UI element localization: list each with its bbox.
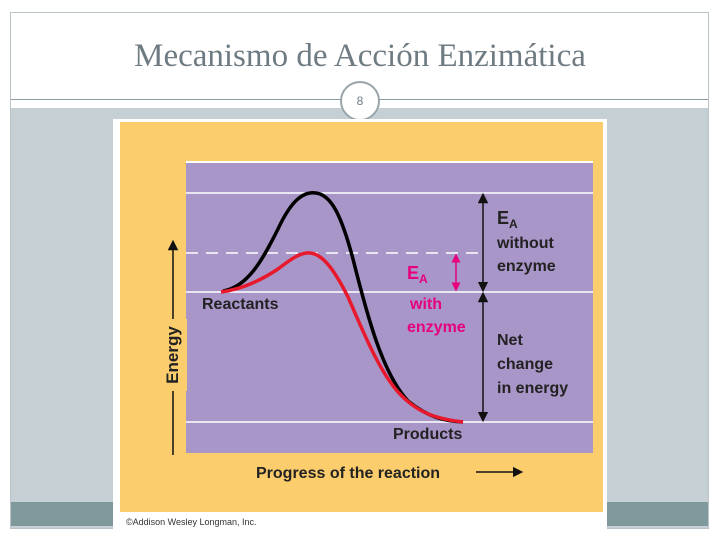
svg-text:Net: Net [497, 332, 523, 349]
svg-text:enzyme: enzyme [407, 319, 466, 336]
ea-with-enzyme-label: EA with enzyme [407, 263, 466, 336]
svg-text:change: change [497, 356, 553, 373]
svg-text:EA: EA [497, 208, 518, 231]
reactants-label: Reactants [202, 296, 279, 313]
net-change-label: Net change in energy [497, 332, 568, 397]
svg-text:enzyme: enzyme [497, 258, 556, 275]
slide-title: Mecanismo de Acción Enzimática [134, 38, 586, 74]
svg-text:with: with [409, 296, 442, 313]
page-number-badge: 8 [340, 81, 380, 121]
svg-text:in energy: in energy [497, 380, 568, 397]
products-label: Products [393, 426, 462, 443]
copyright-notice: ©Addison Wesley Longman, Inc. [126, 517, 257, 527]
ea-without-enzyme-label: EA without enzyme [496, 208, 556, 275]
svg-text:EA: EA [407, 263, 428, 286]
plot-area [186, 162, 593, 453]
y-axis-label: Energy [163, 326, 182, 384]
diagram-canvas: Energy Progress of the reaction Reactant… [120, 122, 603, 512]
x-axis-label: Progress of the reaction [256, 465, 440, 482]
enzyme-energy-diagram: Energy Progress of the reaction Reactant… [113, 119, 607, 531]
curve-with-enzyme [220, 251, 464, 424]
svg-text:without: without [496, 235, 555, 252]
